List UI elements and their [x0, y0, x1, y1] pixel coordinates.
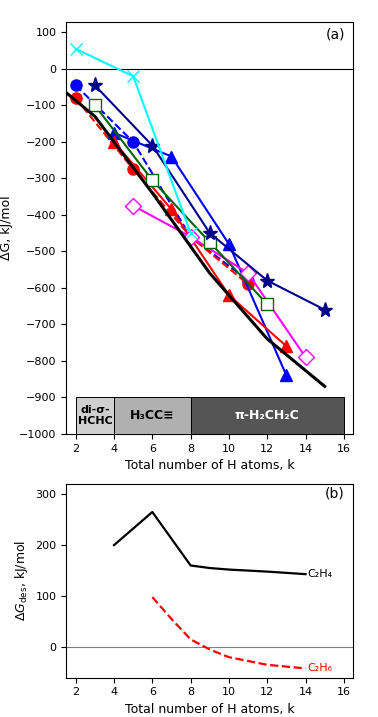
- Text: C₂H₄: C₂H₄: [307, 569, 333, 579]
- Text: di-σ-
HCHC: di-σ- HCHC: [77, 404, 112, 427]
- Bar: [76, 397, 114, 434]
- Bar: [114, 397, 191, 434]
- X-axis label: Total number of H atoms, k: Total number of H atoms, k: [125, 459, 294, 472]
- X-axis label: Total number of H atoms, k: Total number of H atoms, k: [125, 703, 294, 716]
- Text: (a): (a): [325, 28, 345, 42]
- Text: (b): (b): [325, 487, 345, 501]
- Y-axis label: ΔG, kJ/mol: ΔG, kJ/mol: [0, 195, 14, 260]
- Bar: [191, 397, 344, 434]
- Text: H₃CC≡: H₃CC≡: [130, 409, 175, 422]
- Y-axis label: $\Delta G_\mathrm{des}$, kJ/mol: $\Delta G_\mathrm{des}$, kJ/mol: [13, 540, 30, 622]
- Text: C₂H₆: C₂H₆: [307, 663, 333, 673]
- Text: π-H₂CH₂C: π-H₂CH₂C: [235, 409, 300, 422]
